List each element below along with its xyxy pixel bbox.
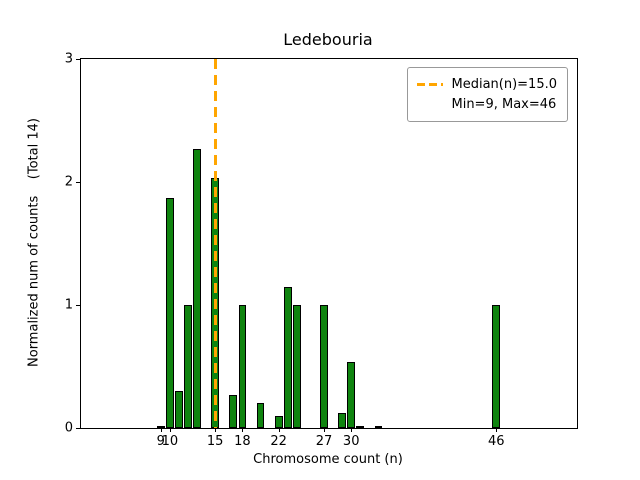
y-tick [76,59,80,60]
bar-x10 [166,197,174,428]
bar-x29 [338,413,346,428]
bar-x24 [292,305,301,428]
y-tick-label: 3 [64,51,73,67]
x-tick [169,428,171,432]
x-tick [160,428,162,432]
bar-x17 [229,394,238,428]
x-tick [215,428,217,432]
x-tick [278,428,280,432]
legend-item-median: Median(n)=15.0 [417,75,557,95]
bar-x11 [175,391,183,428]
bar-x12 [184,305,192,428]
y-tick-label: 0 [64,420,73,436]
y-tick [76,428,80,429]
bar-x33 [374,425,383,428]
x-tick [496,428,498,432]
x-tick-label: 22 [270,434,287,449]
legend-swatch-spacer [417,103,443,106]
median-line [213,59,217,428]
bar-x13 [193,148,201,428]
y-tick [76,182,80,183]
bar-x22 [274,415,283,428]
y-tick-label: 1 [64,297,73,313]
legend-item-minmax: Min=9, Max=46 [417,95,557,115]
chart-title: Ledebouria [283,30,373,49]
x-tick [324,428,325,432]
x-tick-label: 30 [342,434,360,449]
x-axis-label: Chromosome count (n) [253,452,403,467]
bar-x20 [256,403,265,428]
legend-label-minmax: Min=9, Max=46 [451,96,557,112]
y-tick-label: 2 [64,174,73,190]
x-tick [351,428,353,432]
y-axis-label: Normalized num of counts (Total 14) [26,118,42,367]
y-tick [76,305,80,306]
x-tick-label: 15 [206,434,224,449]
x-tick [242,428,244,432]
bar-x27 [320,305,328,428]
legend: Median(n)=15.0 Min=9, Max=46 [407,67,568,122]
bar-x30 [347,361,356,428]
x-tick-label: 9 [156,434,165,449]
bar-x31 [356,425,365,428]
x-tick-label: 46 [488,434,505,449]
bar-x46 [492,305,501,428]
x-tick-label: 10 [161,434,179,449]
plot-area: Median(n)=15.0 Min=9, Max=46 9 10 15 18 22 27… [65,52,578,449]
bar-x9 [156,425,165,428]
legend-label-median: Median(n)=15.0 [451,77,557,92]
dashed-line-swatch-icon [417,83,444,87]
x-tick-label: 27 [315,434,333,449]
bar-x23 [283,286,292,428]
x-tick-label: 18 [234,434,251,449]
bar-x18 [238,305,247,428]
